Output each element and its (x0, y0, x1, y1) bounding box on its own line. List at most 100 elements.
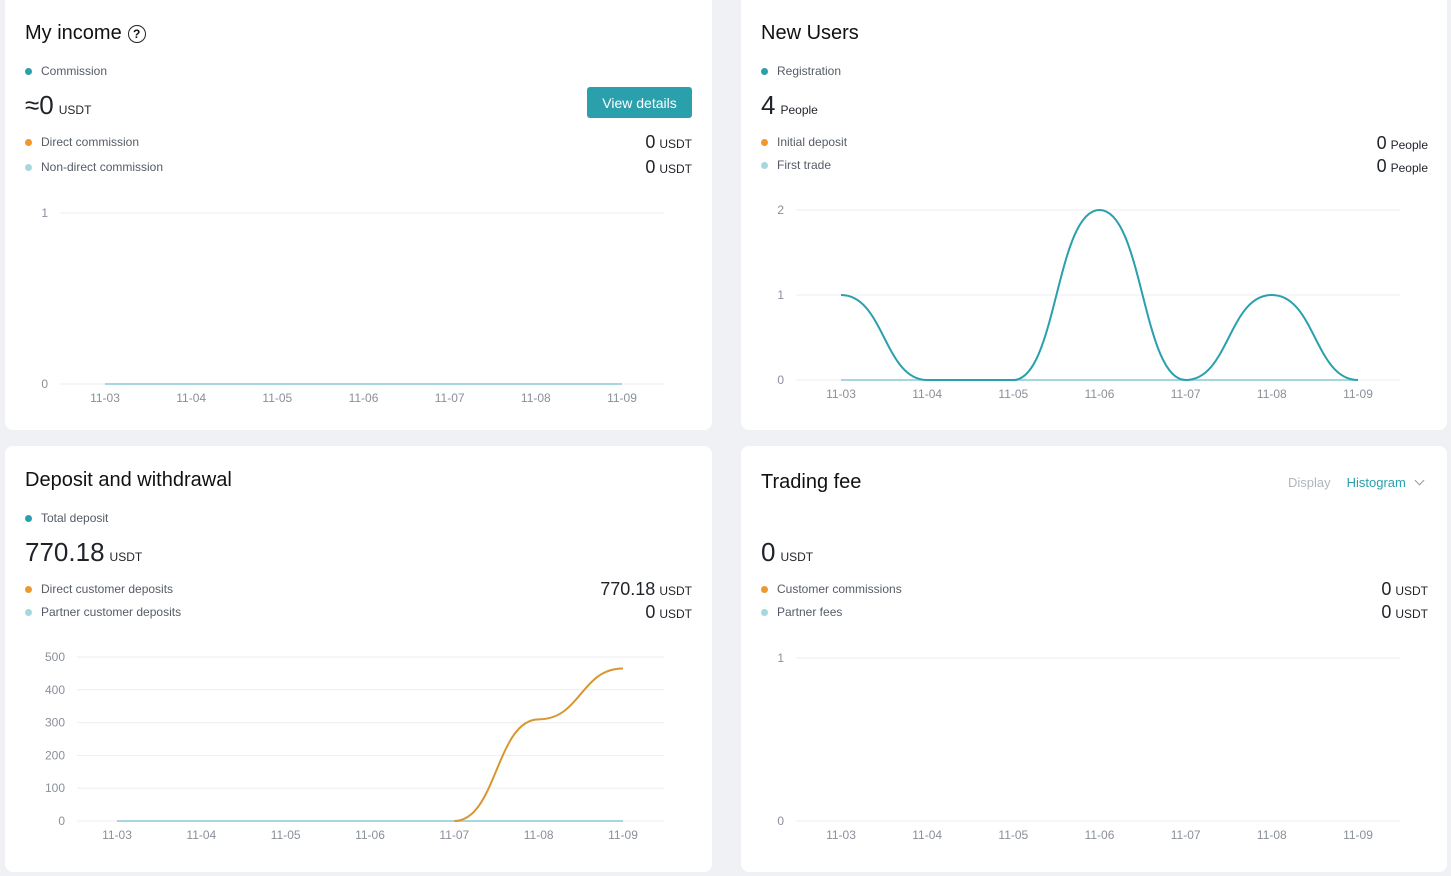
legend-label: Direct commission (41, 135, 140, 149)
x-tick-label: 11-08 (1257, 387, 1287, 401)
x-tick-label: 11-05 (998, 387, 1028, 401)
fee-total-value: 0 (761, 537, 776, 567)
x-tick-label: 11-05 (271, 828, 301, 842)
series-line[interactable] (454, 667, 624, 822)
x-tick-label: 11-09 (1343, 387, 1373, 401)
teal-dot-icon (761, 67, 768, 75)
trading-fee-card: Trading fee Display Histogram 0 USDT Cus… (741, 446, 1447, 872)
deposit-total: 770.18 USDT (25, 537, 142, 568)
y-tick-label: 400 (45, 683, 65, 697)
y-tick-label: 0 (41, 377, 48, 391)
value: 770.18 (600, 579, 656, 599)
value: 0 (1376, 156, 1387, 176)
x-tick-label: 11-07 (1171, 828, 1201, 842)
x-tick-label: 11-06 (1085, 828, 1115, 842)
legend-commission: Commission (25, 64, 107, 78)
x-tick-label: 11-07 (1171, 387, 1201, 401)
display-dropdown[interactable]: Histogram (1346, 475, 1425, 490)
teal-dot-icon (25, 67, 32, 75)
value: 0 (645, 157, 656, 177)
legend-label: Commission (41, 64, 108, 78)
value: 0 (645, 132, 656, 152)
users-total-unit: People (780, 103, 818, 117)
unit: USDT (659, 162, 692, 176)
x-tick-label: 11-08 (524, 828, 554, 842)
deposit-card: Deposit and withdrawal Total deposit 770… (5, 446, 712, 872)
chevron-down-icon (1414, 475, 1425, 486)
income-total-unit: USDT (58, 103, 92, 117)
y-tick-label: 2 (777, 203, 784, 217)
x-tick-label: 11-09 (608, 828, 638, 842)
x-tick-label: 11-03 (826, 828, 856, 842)
y-tick-label: 300 (45, 716, 65, 730)
income-total: ≈ 0 USDT (25, 90, 91, 121)
legend-label: Partner fees (777, 605, 843, 619)
direct-commission-value: 0 USDT (645, 132, 692, 153)
partner-deposits-value: 0 USDT (645, 602, 692, 623)
users-chart: 0 1 2 11-03 11-04 11-05 11-06 11-07 11-08 11-09 (777, 203, 1400, 401)
unit: People (1390, 138, 1428, 152)
legend-label: Registration (777, 64, 842, 78)
legend-nondirect-commission: Non-direct commission (25, 160, 163, 174)
x-tick-label: 11-09 (1343, 828, 1373, 842)
y-tick-label: 0 (777, 814, 784, 828)
x-tick-label: 11-06 (349, 391, 379, 405)
unit: USDT (659, 137, 692, 151)
legend-direct-commission: Direct commission (25, 135, 139, 149)
x-tick-label: 11-03 (826, 387, 856, 401)
legend-first-trade: First trade (761, 158, 831, 172)
legend-label: Partner customer deposits (41, 605, 182, 619)
legend-direct-deposits: Direct customer deposits (25, 582, 173, 596)
orange-dot-icon (25, 585, 32, 593)
x-tick-label: 11-03 (102, 828, 132, 842)
income-chart: 0 1 11-03 11-04 11-05 11-06 11-07 11-08 11-09 (41, 206, 664, 405)
deposit-total-unit: USDT (109, 550, 143, 564)
x-tick-label: 11-06 (1085, 387, 1115, 401)
x-tick-label: 11-08 (1257, 828, 1287, 842)
legend-label: Non-direct commission (41, 160, 164, 174)
display-selector: Display Histogram (1288, 475, 1425, 490)
y-tick-label: 0 (777, 373, 784, 387)
deposit-total-value: 770.18 (25, 537, 105, 567)
question-circle-icon[interactable]: ? (127, 24, 146, 43)
users-title: New Users (761, 22, 859, 44)
first-trade-value: 0 People (1377, 156, 1428, 177)
users-total: 4 People (761, 90, 818, 121)
users-total-value: 4 (761, 90, 776, 120)
display-dropdown-value: Histogram (1346, 475, 1406, 490)
legend-registration: Registration (761, 64, 841, 78)
unit: USDT (659, 607, 692, 621)
y-tick-label: 100 (45, 781, 65, 795)
x-tick-label: 11-05 (998, 828, 1028, 842)
trading-fee-chart: 0 1 11-03 11-04 11-05 11-06 11-07 11-08 11-09 (777, 651, 1400, 842)
income-total-value: 0 (39, 90, 54, 120)
fee-total-unit: USDT (780, 550, 814, 564)
new-users-card: New Users Registration 4 People Initial … (741, 0, 1447, 430)
legend-label: First trade (777, 158, 832, 172)
x-tick-label: 11-05 (262, 391, 292, 405)
x-tick-label: 11-04 (176, 391, 206, 405)
legend-label: Direct customer deposits (41, 582, 174, 596)
light-blue-dot-icon (25, 163, 32, 171)
x-tick-label: 11-04 (912, 387, 942, 401)
y-tick-label: 0 (58, 814, 65, 828)
display-label: Display (1288, 475, 1331, 490)
deposit-title: Deposit and withdrawal (25, 469, 232, 491)
x-tick-label: 11-07 (439, 828, 469, 842)
x-tick-label: 11-06 (355, 828, 385, 842)
x-tick-label: 11-03 (90, 391, 120, 405)
x-tick-label: 11-09 (607, 391, 637, 405)
series-line[interactable] (840, 208, 1359, 382)
partner-fees-value: 0 USDT (1381, 602, 1428, 623)
legend-label: Customer commissions (777, 582, 902, 596)
income-title: My income (25, 22, 122, 44)
value: 0 (1381, 579, 1392, 599)
income-card: My income ? Commission ≈ 0 USDT View det… (5, 0, 712, 430)
view-details-button[interactable]: View details (587, 87, 692, 118)
legend-partner-fees: Partner fees (761, 605, 842, 619)
unit: People (1390, 161, 1428, 175)
x-tick-label: 11-08 (521, 391, 551, 405)
value: 0 (1376, 133, 1387, 153)
value: 0 (645, 602, 656, 622)
customer-commissions-value: 0 USDT (1381, 579, 1428, 600)
